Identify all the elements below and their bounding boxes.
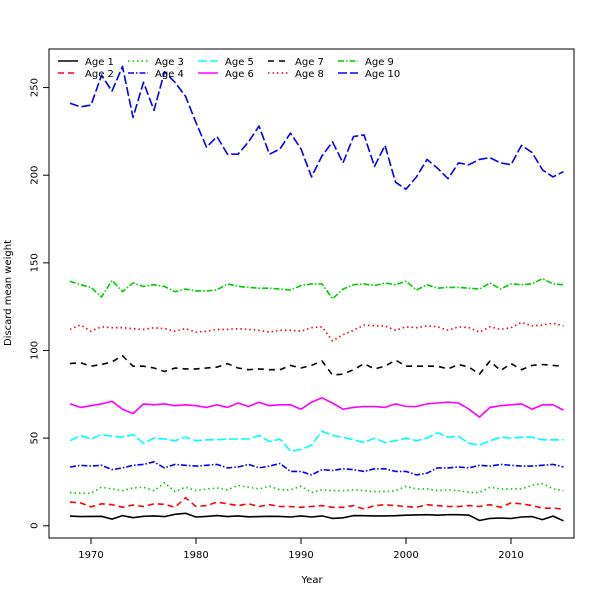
y-tick-label: 200 xyxy=(30,166,41,185)
legend-label-age-8: Age 8 xyxy=(295,69,324,80)
series-line-age-10 xyxy=(69,65,564,190)
legend-label-age-7: Age 7 xyxy=(295,57,324,68)
y-tick-label: 100 xyxy=(30,341,41,360)
legend-label-age-6: Age 6 xyxy=(225,69,254,80)
series-line-age-9 xyxy=(69,277,564,300)
legend-label-age-9: Age 9 xyxy=(365,57,394,68)
series-line-age-4 xyxy=(69,460,564,476)
legend-label-age-10: Age 10 xyxy=(365,69,400,80)
plot-frame xyxy=(48,48,575,539)
series-layer xyxy=(69,65,564,522)
axis-ticks: 1970 1980 1990 2000 2010 0 50 100 150 200 250 xyxy=(30,78,524,561)
y-tick-label: 250 xyxy=(30,78,41,97)
series-line-age-6 xyxy=(69,396,564,418)
y-axis-title: Discard mean weight xyxy=(3,240,14,346)
x-tick-label: 1970 xyxy=(78,550,103,561)
y-tick-label: 50 xyxy=(30,432,41,445)
series-line-age-1 xyxy=(69,512,564,522)
y-tick-label: 0 xyxy=(30,523,41,529)
series-line-age-8 xyxy=(69,321,564,342)
series-line-age-5 xyxy=(69,430,564,453)
series-line-age-7 xyxy=(69,354,564,376)
legend-label-age-4: Age 4 xyxy=(155,69,184,80)
x-tick-label: 1990 xyxy=(288,550,313,561)
x-tick-label: 2000 xyxy=(393,550,418,561)
legend-label-age-2: Age 2 xyxy=(85,69,114,80)
series-line-age-3 xyxy=(69,481,564,495)
legend-label-age-1: Age 1 xyxy=(85,57,114,68)
legend-label-age-3: Age 3 xyxy=(155,57,184,68)
x-tick-label: 2010 xyxy=(498,550,523,561)
series-line-age-2 xyxy=(69,496,564,510)
legend-label-age-5: Age 5 xyxy=(225,57,254,68)
x-axis-title: Year xyxy=(300,575,323,586)
x-tick-label: 1980 xyxy=(183,550,208,561)
y-tick-label: 150 xyxy=(30,253,41,272)
